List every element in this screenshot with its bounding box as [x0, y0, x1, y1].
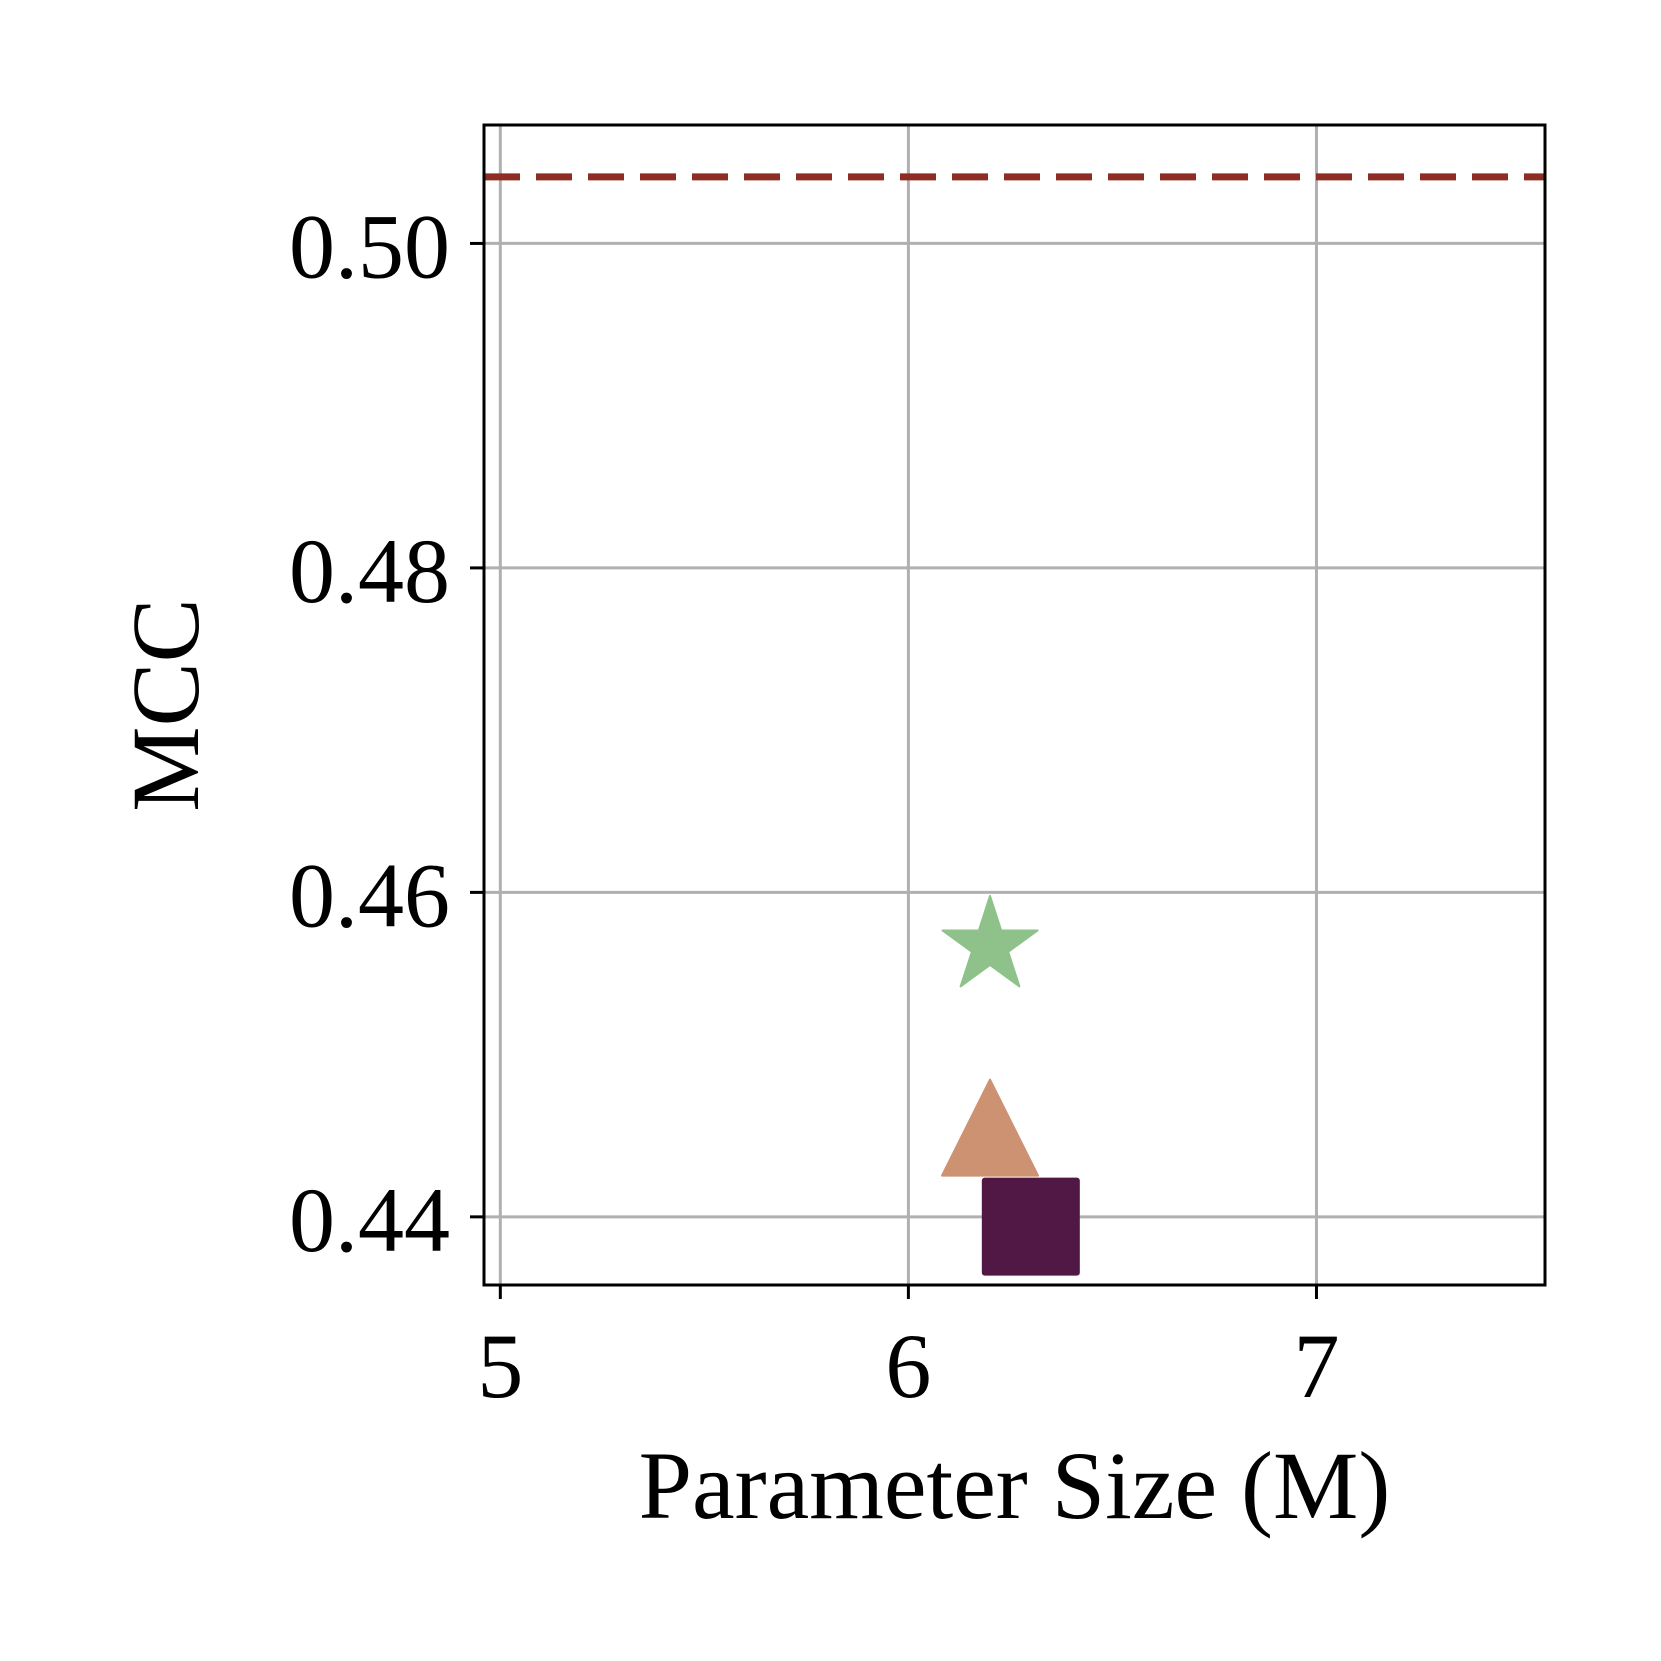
x-axis-label: Parameter Size (M) [639, 1432, 1391, 1539]
x-tick-label: 5 [477, 1315, 523, 1417]
data-points [941, 894, 1080, 1276]
x-tick-label: 6 [885, 1315, 931, 1417]
y-tick-label: 0.46 [289, 844, 450, 946]
star-marker [941, 894, 1039, 988]
y-tick-label: 0.48 [289, 520, 450, 622]
plot-frame [482, 123, 1547, 1287]
y-axis-label: MCC [112, 598, 219, 811]
y-tick-label: 0.44 [289, 1169, 450, 1271]
grid [484, 125, 1545, 1285]
triangle-marker [941, 1078, 1040, 1177]
y-tick-label: 0.50 [289, 195, 450, 297]
square-marker [981, 1177, 1080, 1276]
ticks: 5 6 7 0.44 0.46 0.48 0.50 [289, 195, 1339, 1417]
x-tick-label: 7 [1293, 1315, 1339, 1417]
